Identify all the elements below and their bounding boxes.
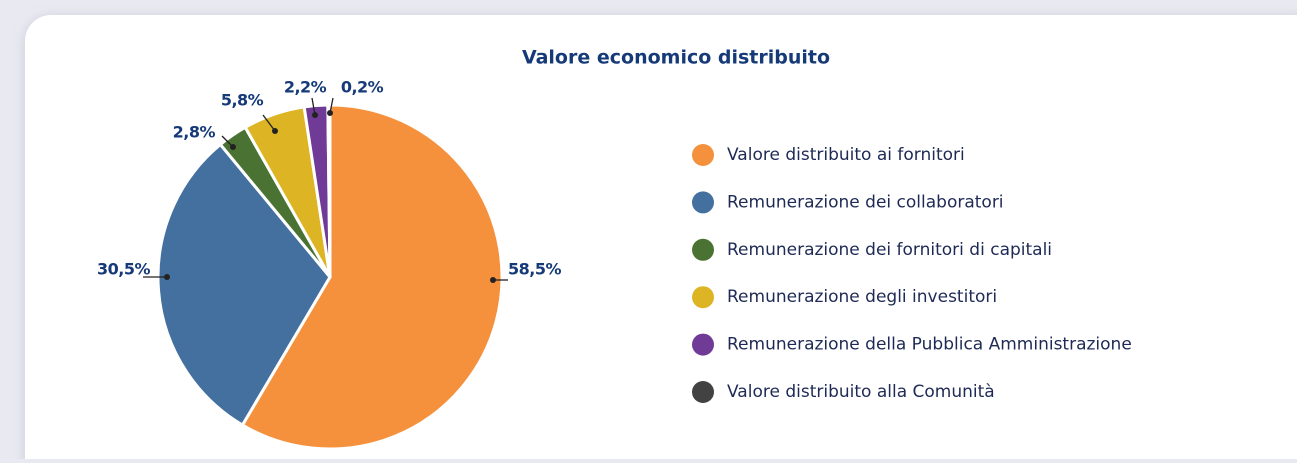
leader-dot bbox=[312, 112, 318, 118]
pie-slice bbox=[156, 142, 332, 428]
legend-label: Remunerazione dei collaboratori bbox=[727, 192, 1004, 212]
data-label: 58,5% bbox=[508, 260, 561, 279]
leader-dot bbox=[164, 274, 170, 280]
pie-slice bbox=[240, 103, 504, 451]
chart-title: Valore economico distribuito bbox=[522, 47, 830, 69]
data-label: 30,5% bbox=[97, 260, 150, 279]
legend-label: Valore distribuito alla Comunità bbox=[727, 382, 995, 402]
leader-dot bbox=[272, 128, 278, 134]
legend-marker bbox=[692, 381, 714, 403]
pie-slice bbox=[326, 103, 332, 278]
data-label: 5,8% bbox=[221, 91, 264, 110]
leader-dot bbox=[230, 144, 236, 150]
data-label: 2,2% bbox=[284, 78, 327, 97]
legend-label: Remunerazione degli investitori bbox=[727, 287, 997, 307]
legend-marker bbox=[692, 144, 714, 166]
legend-label: Valore distribuito ai fornitori bbox=[727, 145, 965, 165]
data-label: 0,2% bbox=[341, 78, 384, 97]
legend-label: Remunerazione dei fornitori di capitali bbox=[727, 240, 1052, 260]
legend-label: Remunerazione della Pubblica Amministraz… bbox=[727, 335, 1132, 355]
legend-marker bbox=[692, 286, 714, 309]
leader-line bbox=[262, 114, 276, 132]
legend-marker bbox=[692, 333, 714, 356]
leader-dot bbox=[490, 277, 496, 283]
legend-marker bbox=[692, 191, 714, 214]
data-label: 2,8% bbox=[173, 123, 216, 142]
legend-marker bbox=[692, 238, 714, 261]
leader-dot bbox=[327, 110, 333, 116]
